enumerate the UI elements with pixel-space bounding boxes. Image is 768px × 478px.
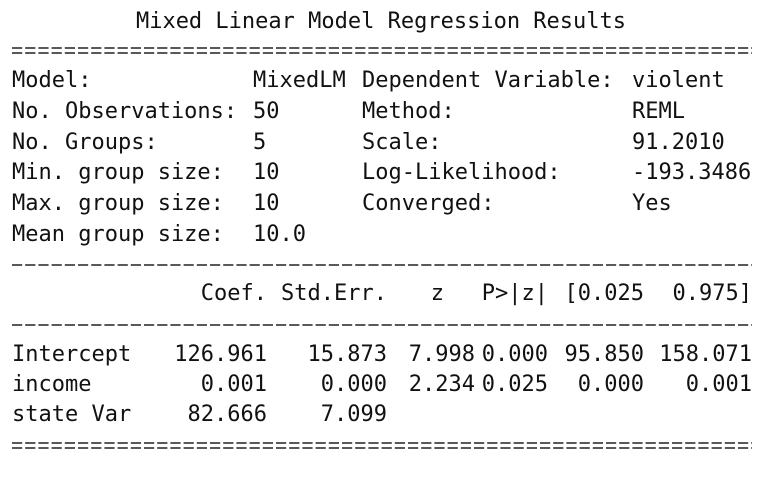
info-label: Dependent Variable: — [362, 68, 614, 93]
cell: 0.000 — [482, 342, 548, 367]
cell: 95.850 — [565, 342, 644, 367]
double-rule — [12, 47, 752, 54]
row-label: state Var — [12, 402, 131, 427]
cell: 2.234 — [409, 372, 475, 397]
info-label: No. Observations: — [12, 99, 237, 124]
column-header: Coef. — [201, 281, 267, 306]
title: Mixed Linear Model Regression Results — [136, 9, 626, 34]
column-header: 0.975] — [673, 281, 752, 306]
cell: 0.000 — [321, 372, 387, 397]
cell: 7.998 — [409, 342, 475, 367]
info-value: REML — [632, 99, 685, 124]
double-rule — [12, 442, 752, 449]
cell: 15.873 — [308, 342, 387, 367]
info-label: Max. group size: — [12, 191, 224, 216]
cell: 0.025 — [482, 372, 548, 397]
cell: 7.099 — [321, 402, 387, 427]
info-value: -193.3486 — [632, 160, 751, 185]
info-label: Scale: — [362, 130, 441, 155]
info-value: 10 — [253, 160, 280, 185]
info-value: 50 — [253, 99, 280, 124]
cell: 0.001 — [686, 372, 752, 397]
info-value: 91.2010 — [632, 130, 725, 155]
info-value: 10 — [253, 191, 280, 216]
column-header: [0.025 — [565, 281, 644, 306]
info-label: Log-Likelihood: — [362, 160, 561, 185]
cell: 82.666 — [188, 402, 267, 427]
cell: 0.001 — [201, 372, 267, 397]
info-value: MixedLM — [253, 68, 346, 93]
info-value: 10.0 — [253, 222, 306, 247]
column-header: z — [431, 281, 444, 306]
cell: 158.071 — [659, 342, 752, 367]
info-label: Converged: — [362, 191, 494, 216]
info-label: Min. group size: — [12, 160, 224, 185]
info-label: Mean group size: — [12, 222, 224, 247]
info-label: Model: — [12, 68, 91, 93]
cell: 0.000 — [578, 372, 644, 397]
info-value: 5 — [253, 130, 266, 155]
info-value: violent — [632, 68, 725, 93]
column-header: P>|z| — [482, 281, 548, 306]
info-label: No. Groups: — [12, 130, 158, 155]
info-label: Method: — [362, 99, 455, 124]
info-value: Yes — [632, 191, 672, 216]
row-label: Intercept — [12, 342, 131, 367]
row-label: income — [12, 372, 91, 397]
column-header: Std.Err. — [281, 281, 387, 306]
cell: 126.961 — [174, 342, 267, 367]
